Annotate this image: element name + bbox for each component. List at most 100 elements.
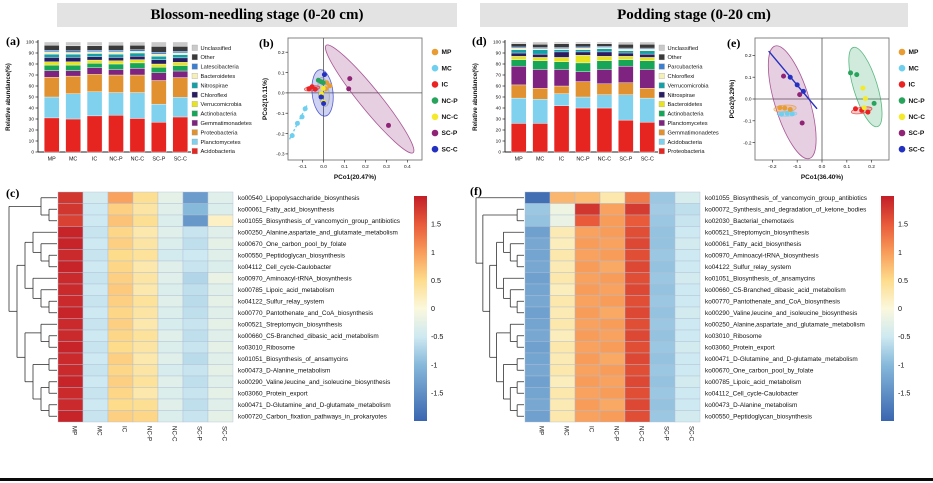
svg-text:ko01051_Biosynthesis_of_ansamy: ko01051_Biosynthesis_of_ansamycins (705, 275, 815, 282)
heatmap-cell (107, 306, 134, 319)
heatmap-cell (524, 329, 551, 342)
svg-text:ko04122_Sulfur_relay_system: ko04122_Sulfur_relay_system (238, 298, 324, 305)
svg-text:ko00670_One_carbon_pool_by_fol: ko00670_One_carbon_pool_by_folate (238, 241, 347, 248)
svg-text:SC-P: SC-P (909, 130, 925, 137)
heatmap-cell (549, 410, 576, 423)
heatmap-cell (674, 191, 701, 204)
heatmap-cell (574, 283, 601, 296)
legend-swatch (658, 63, 665, 70)
heatmap-cell (207, 329, 234, 342)
heatmap-cell (132, 214, 159, 227)
heatmap-cell (107, 214, 134, 227)
svg-text:NC-P: NC-P (146, 426, 153, 441)
bar-segment (172, 52, 188, 55)
heatmap-cell (157, 341, 184, 354)
svg-text:SC-C: SC-C (221, 426, 228, 442)
heatmap-cell (157, 203, 184, 216)
bar-segment (129, 92, 146, 119)
heatmap-cell (157, 260, 184, 273)
svg-text:0.5: 0.5 (431, 276, 441, 285)
bar-segment (65, 53, 81, 58)
bar-segment (575, 81, 591, 98)
bar-segment (639, 57, 655, 61)
heatmap-cell (574, 249, 601, 262)
svg-text:ko00521_Streptomycin_biosynthe: ko00521_Streptomycin_biosynthesis (238, 321, 342, 328)
heatmap-cell (674, 260, 701, 273)
legend-dot (898, 145, 906, 153)
colorbar (881, 196, 894, 421)
data-point (865, 109, 871, 115)
legend-dot (431, 81, 439, 88)
heatmap-cell (107, 283, 134, 296)
heatmap-cell (57, 283, 84, 296)
heatmap-cell (624, 272, 651, 285)
heatmap-cell (207, 260, 234, 273)
heatmap-cell (524, 249, 551, 262)
bar-segment (511, 59, 527, 67)
heatmap-cell (132, 237, 159, 250)
data-point (854, 72, 860, 78)
heatmap-cell (624, 341, 651, 354)
bar-segment (553, 105, 570, 153)
svg-text:NC-P: NC-P (576, 157, 590, 163)
svg-text:SC-P: SC-P (442, 130, 458, 137)
bar-segment (65, 75, 81, 94)
bar-segment (639, 60, 655, 70)
svg-text:ko00540_Lipopolysaccharide_bio: ko00540_Lipopolysaccharide_biosynthesis (238, 195, 360, 202)
legend-swatch (658, 110, 665, 117)
bar-segment (86, 115, 103, 153)
svg-text:NC-P: NC-P (109, 157, 123, 163)
heatmap-cell (132, 226, 159, 239)
heatmap-cell (549, 364, 576, 377)
heatmap-cell (182, 191, 209, 204)
bar-segment (65, 50, 81, 53)
svg-text:0: 0 (898, 304, 902, 313)
svg-text:Verrucomicrobia: Verrucomicrobia (201, 102, 243, 108)
svg-text:Chloroflexi: Chloroflexi (201, 93, 228, 99)
heatmap-cell (624, 283, 651, 296)
legend-swatch (191, 120, 198, 126)
svg-text:ko00550_Peptidoglycan_biosynth: ko00550_Peptidoglycan_biosynthesis (705, 413, 812, 420)
heatmap-cell (157, 283, 184, 296)
heatmap-cell (599, 387, 626, 400)
heatmap-cell (649, 214, 676, 227)
svg-text:ko00072_Synthesis_and_degradat: ko00072_Synthesis_and_degradation_of_ket… (705, 206, 866, 213)
heatmap-cell (157, 398, 184, 411)
bar-segment (532, 123, 548, 153)
bar-segment (532, 49, 548, 55)
heatmap-cell (574, 387, 601, 400)
bar-segment (618, 56, 634, 60)
svg-text:0.0: 0.0 (745, 97, 752, 103)
svg-text:ko04112_Cell_cycle-Caulobacter: ko04112_Cell_cycle-Caulobacter (238, 264, 332, 271)
heatmap-cell (649, 318, 676, 331)
heatmap-cell (157, 387, 184, 400)
legend-swatch (191, 63, 198, 70)
svg-text:SC-P: SC-P (152, 157, 165, 163)
bar-segment (108, 92, 124, 116)
svg-text:ko00770_Pantothenate_and_CoA_b: ko00770_Pantothenate_and_CoA_biosynthesi… (705, 298, 840, 305)
svg-text:-0.2: -0.2 (768, 164, 777, 170)
svg-text:Parcubacteria: Parcubacteria (668, 65, 704, 71)
heatmap-cell (57, 306, 84, 319)
heatmap-cell (674, 375, 701, 388)
heatmap-cell (624, 318, 651, 331)
legend-swatch (191, 129, 198, 136)
heatmap-cell (599, 214, 626, 227)
bar-segment (151, 41, 167, 47)
svg-text:1: 1 (898, 248, 902, 257)
svg-text:Gemmatimonadetes: Gemmatimonadetes (668, 130, 719, 136)
heatmap-cell (549, 387, 576, 400)
bar-segment (86, 51, 103, 54)
legend-dot (431, 113, 439, 121)
bar-segment (86, 56, 103, 61)
legend-dot (898, 97, 906, 104)
svg-text:MP: MP (515, 157, 523, 163)
svg-text:Verrucomicrobia: Verrucomicrobia (668, 83, 710, 89)
svg-text:Bacteroidetes: Bacteroidetes (668, 102, 703, 108)
heatmap-cell (574, 398, 601, 411)
heatmap-cell (132, 191, 159, 204)
legend-swatch (658, 54, 665, 61)
svg-text:IC: IC (92, 157, 97, 163)
heatmap-cell (57, 272, 84, 285)
bar-segment (639, 50, 655, 55)
